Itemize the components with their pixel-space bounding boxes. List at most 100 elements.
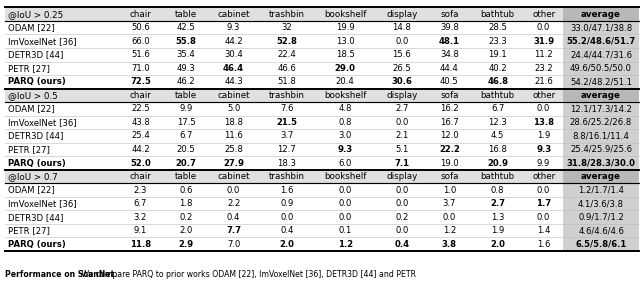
Text: 6.7: 6.7 (134, 199, 147, 208)
Bar (563, 170, 639, 183)
Bar (563, 183, 639, 197)
Text: 55.8: 55.8 (176, 37, 196, 46)
Bar (563, 156, 639, 170)
Text: 11.6: 11.6 (224, 132, 243, 140)
Bar (563, 75, 639, 89)
Bar (5, 34, 639, 48)
Bar (5, 224, 639, 237)
Bar (563, 89, 639, 102)
Bar (563, 116, 639, 129)
Text: 12.1/17.3/14.2: 12.1/17.3/14.2 (570, 105, 632, 113)
Text: display: display (387, 172, 417, 181)
Text: 9.3: 9.3 (536, 145, 551, 154)
Text: 4.8: 4.8 (339, 105, 352, 113)
Text: 42.5: 42.5 (177, 23, 196, 32)
Text: table: table (175, 91, 197, 100)
Text: 3.8: 3.8 (442, 240, 457, 249)
Text: DETR3D [44]: DETR3D [44] (8, 213, 63, 222)
Text: 12.7: 12.7 (278, 145, 296, 154)
Text: 7.6: 7.6 (280, 105, 294, 113)
Text: 1.3: 1.3 (491, 213, 504, 222)
Text: ImVoxelNet [36]: ImVoxelNet [36] (8, 199, 76, 208)
Text: 4.5: 4.5 (491, 132, 504, 140)
Bar (5, 7, 639, 251)
Text: 0.0: 0.0 (537, 186, 550, 195)
Text: 72.5: 72.5 (130, 77, 151, 86)
Text: ODAM [22]: ODAM [22] (8, 105, 54, 113)
Text: 49.3: 49.3 (177, 64, 196, 73)
Text: average: average (581, 172, 621, 181)
Text: 25.4: 25.4 (131, 132, 150, 140)
Text: 39.8: 39.8 (440, 23, 459, 32)
Text: 0.4: 0.4 (394, 240, 410, 249)
Bar (5, 48, 639, 61)
Text: 1.7: 1.7 (536, 199, 551, 208)
Text: 9.9: 9.9 (179, 105, 193, 113)
Bar (563, 61, 639, 75)
Text: 44.2: 44.2 (224, 37, 243, 46)
Text: 9.3: 9.3 (338, 145, 353, 154)
Text: 6.0: 6.0 (339, 159, 352, 168)
Text: 9.9: 9.9 (537, 159, 550, 168)
Text: 0.2: 0.2 (179, 213, 193, 222)
Text: 48.1: 48.1 (439, 37, 460, 46)
Text: 51.6: 51.6 (131, 50, 150, 59)
Text: bookshelf: bookshelf (324, 172, 367, 181)
Bar (5, 89, 639, 102)
Text: 5.1: 5.1 (395, 145, 408, 154)
Text: 7.1: 7.1 (394, 159, 410, 168)
Text: 66.0: 66.0 (131, 37, 150, 46)
Text: 0.0: 0.0 (339, 213, 352, 222)
Text: 23.2: 23.2 (534, 64, 553, 73)
Text: 31.8/28.3/30.0: 31.8/28.3/30.0 (566, 159, 636, 168)
Text: 0.0: 0.0 (395, 37, 408, 46)
Text: bathtub: bathtub (481, 172, 515, 181)
Text: 2.1: 2.1 (395, 132, 408, 140)
Text: 6.5/5.8/6.1: 6.5/5.8/6.1 (575, 240, 627, 249)
Text: 19.0: 19.0 (440, 159, 459, 168)
Text: average: average (581, 10, 621, 19)
Text: cabinet: cabinet (218, 172, 250, 181)
Text: 20.7: 20.7 (176, 159, 196, 168)
Text: 16.8: 16.8 (488, 145, 507, 154)
Text: 52.8: 52.8 (276, 37, 298, 46)
Text: 25.4/25.9/25.6: 25.4/25.9/25.6 (570, 145, 632, 154)
Bar (5, 170, 639, 183)
Bar (563, 7, 639, 21)
Bar (5, 237, 639, 251)
Text: display: display (387, 10, 417, 19)
Text: 0.1: 0.1 (339, 226, 352, 235)
Text: chair: chair (129, 172, 152, 181)
Text: 1.6: 1.6 (537, 240, 550, 249)
Text: ImVoxelNet [36]: ImVoxelNet [36] (8, 37, 76, 46)
Text: 0.0: 0.0 (537, 23, 550, 32)
Text: 3.7: 3.7 (280, 132, 294, 140)
Text: @IoU > 0.5: @IoU > 0.5 (8, 91, 58, 100)
Text: display: display (387, 91, 417, 100)
Text: 46.8: 46.8 (487, 77, 508, 86)
Text: PARQ (ours): PARQ (ours) (8, 77, 65, 86)
Bar (5, 102, 639, 116)
Bar (563, 129, 639, 143)
Text: 0.0: 0.0 (537, 105, 550, 113)
Text: 40.5: 40.5 (440, 77, 459, 86)
Text: 43.8: 43.8 (131, 118, 150, 127)
Text: 0.0: 0.0 (395, 226, 408, 235)
Text: 6.7: 6.7 (179, 132, 193, 140)
Text: 34.8: 34.8 (440, 50, 459, 59)
Text: 3.2: 3.2 (134, 213, 147, 222)
Text: 28.5: 28.5 (488, 23, 507, 32)
Bar (5, 210, 639, 224)
Bar (5, 156, 639, 170)
Text: 11.8: 11.8 (130, 240, 151, 249)
Text: PETR [27]: PETR [27] (8, 226, 49, 235)
Text: @IoU > 0.7: @IoU > 0.7 (8, 172, 58, 181)
Text: 35.4: 35.4 (177, 50, 196, 59)
Bar (563, 224, 639, 237)
Bar (5, 116, 639, 129)
Text: 2.9: 2.9 (179, 240, 194, 249)
Text: bookshelf: bookshelf (324, 91, 367, 100)
Text: 0.0: 0.0 (280, 213, 294, 222)
Text: table: table (175, 172, 197, 181)
Text: cabinet: cabinet (218, 10, 250, 19)
